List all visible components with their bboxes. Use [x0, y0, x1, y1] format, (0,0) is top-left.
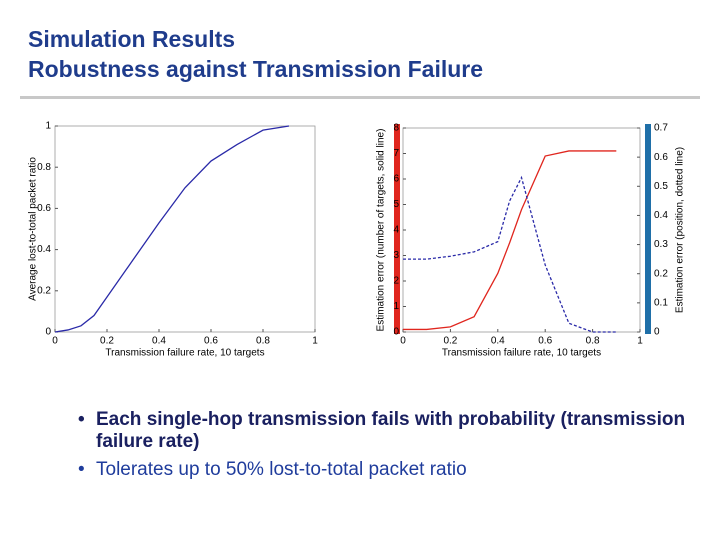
charts: 0 0.2 0.4 0.6 0.8 100.20.40.60.81Transmission… — [28, 121, 686, 359]
y2-tick-label: 0.5 — [654, 181, 668, 192]
x-tick-label: 0.6 — [538, 336, 552, 347]
x-tick-label: 0.6 — [204, 336, 218, 347]
y-tick-label: 0 — [45, 327, 51, 338]
y-tick-label: 0.4 — [37, 244, 51, 255]
series-line — [403, 150, 617, 331]
title-line: Simulation Results — [28, 26, 236, 52]
y-tick-label: 0 — [393, 327, 399, 338]
y-tick-label: 0.8 — [37, 162, 51, 173]
y-tick-label: 1 — [45, 121, 51, 132]
series-line — [54, 125, 290, 333]
bullet: Tolerates up to 50% lost-to-total packet… — [78, 459, 718, 481]
y-tick-label: 0.2 — [37, 285, 51, 296]
x-axis-label: Transmission failure rate, 10 targets — [105, 348, 264, 359]
y-tick-label: 2 — [393, 276, 399, 287]
x-tick-label: 0.2 — [100, 336, 114, 347]
y2-tick-label: 0.6 — [654, 152, 668, 163]
y-tick-label: 4 — [393, 225, 399, 236]
y-tick-label: 5 — [393, 199, 399, 210]
y2-tick-label: 0 — [654, 327, 660, 338]
y-tick-label: 6 — [393, 174, 399, 185]
y2-tick-label: 0.3 — [654, 239, 668, 250]
y-tick-label: 8 — [393, 123, 399, 134]
y2-tick-label: 0.1 — [654, 297, 668, 308]
x-tick-label: 0.8 — [256, 336, 270, 347]
x-tick-label: 0.4 — [152, 336, 166, 347]
accent-bar — [645, 124, 651, 334]
y2-axis-label: Estimation error (position, dotted line) — [675, 147, 686, 313]
x-tick-label: 1 — [312, 336, 318, 347]
y2-tick-label: 0.4 — [654, 210, 668, 221]
y-axis-label: Average lost-to-total packet ratio — [28, 157, 39, 301]
x-tick-label: 0 — [400, 336, 406, 347]
y2-tick-label: 0.2 — [654, 268, 668, 279]
series-line — [403, 175, 617, 333]
y-tick-label: 3 — [393, 250, 399, 261]
x-axis-label: Transmission failure rate, 10 targets — [442, 348, 601, 359]
y-tick-label: 7 — [393, 148, 399, 159]
bullet: Each single-hop transmission fails with … — [78, 409, 718, 453]
plot-frame — [402, 127, 641, 333]
y-axis-label: Estimation error (number of targets, sol… — [376, 129, 387, 332]
divider — [20, 96, 700, 99]
x-tick-label: 0 — [52, 336, 58, 347]
bullet-list: Each single-hop transmission fails with … — [38, 409, 718, 487]
y2-tick-label: 0.7 — [654, 123, 668, 134]
accent-bar — [394, 124, 400, 334]
x-tick-label: 1 — [637, 336, 643, 347]
y-tick-label: 0.6 — [37, 203, 51, 214]
y-tick-label: 1 — [393, 301, 399, 312]
x-tick-label: 0.2 — [443, 336, 457, 347]
x-tick-label: 0.4 — [491, 336, 505, 347]
plot-frame — [54, 125, 316, 333]
x-tick-label: 0.8 — [586, 336, 600, 347]
title-line: Robustness against Transmission Failure — [28, 56, 484, 82]
